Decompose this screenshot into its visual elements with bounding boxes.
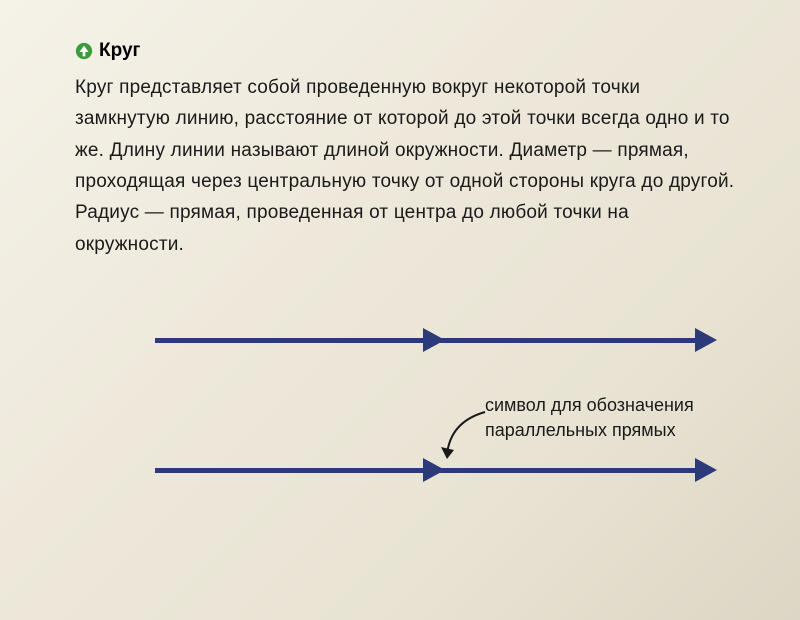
arrow-head-mid [423, 458, 445, 482]
section-title: Круг [99, 40, 140, 62]
parallel-lines-diagram: символ для обозначения параллельных прям… [155, 335, 715, 475]
body-paragraph: Круг представляет собой проведенную вокр… [75, 72, 740, 260]
arrow-head-mid [423, 328, 445, 352]
arrow-head-end [695, 328, 717, 352]
arrow-head-end [695, 458, 717, 482]
section-header: Круг [75, 40, 740, 62]
diagram-caption: символ для обозначения параллельных прям… [485, 393, 694, 443]
caption-line-1: символ для обозначения [485, 395, 694, 415]
parallel-line-top [155, 335, 715, 345]
caption-line-2: параллельных прямых [485, 420, 676, 440]
parallel-line-bottom [155, 465, 715, 475]
arrow-up-circle-icon [75, 42, 93, 60]
